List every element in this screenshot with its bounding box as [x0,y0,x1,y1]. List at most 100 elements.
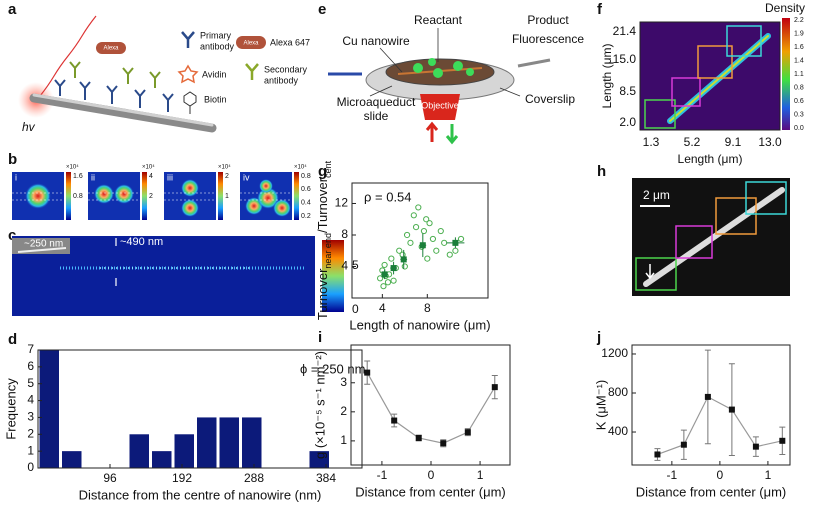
point [779,437,786,444]
point [391,417,398,424]
x-tick-label: 1 [477,468,484,482]
point [752,443,759,450]
colorbar-tick-label: 1 [225,193,229,200]
y-tick-label: 8.5 [619,84,636,98]
colorbar-tick-label: 1.9 [794,30,804,37]
point [420,227,428,235]
point [364,369,371,376]
point [491,384,498,391]
nanowire [643,187,785,287]
image-label: i [15,172,17,182]
x-tick-label: 5.2 [684,135,701,149]
colorbar [66,172,71,220]
y-axis-label-part: near end [323,233,333,269]
point [457,235,465,243]
point [704,393,711,400]
point [424,255,431,262]
y-tick-label: 7 [27,342,34,356]
light-wave [39,15,97,97]
x-axis-label: Distance from center (μm) [355,484,506,499]
colorbar-tick-label: 5 [352,258,359,272]
objective-label: Objective [421,100,459,110]
y-tick-label: 2 [340,404,347,418]
x-tick-label: 96 [103,471,117,485]
scale-bar-label: 2 μm [643,188,670,202]
roi-boxes [635,181,787,291]
axes-frame [351,182,489,299]
point [407,239,414,246]
axes-frame [350,344,511,466]
antibodies [54,61,174,112]
y-axis-label: Length (μm) [600,44,614,109]
colorbar [218,172,223,220]
panel-label: j [596,329,601,346]
primary-icon [181,31,195,48]
point [381,271,388,278]
point [410,212,417,219]
y-tick-label: 4 [341,259,348,273]
legend-text: antibody [264,75,299,85]
colorbar-tick-label: 0.2 [301,213,311,220]
panel-f: Density Length (μm) Length (μm) [600,1,805,166]
point [654,451,661,458]
x-tick-label: 1 [765,468,772,482]
avidin-icon [177,64,199,84]
spot [94,184,114,204]
point [426,220,433,227]
legend-text: Alexa 647 [270,37,310,47]
coverslip-label: Coverslip [525,92,575,106]
point [440,440,447,447]
colorbar-tick-label: 2 [149,193,153,200]
y-tick-label: 12 [335,196,349,210]
point [446,251,453,258]
panel-label: i [318,329,322,346]
panel-label: f [597,1,603,18]
colorbar-scale: ×10⁴ [294,164,307,171]
point [452,247,459,254]
point [381,261,388,269]
colorbar-tick-label: 0 [352,302,359,316]
bar [39,350,59,468]
colorbar-title: Density [765,1,805,15]
panel-label: c [8,227,16,244]
panel-a: Alexa hv Primary antibody Alexa Alexa 64… [18,15,310,134]
fluorescence-label: Fluorescence [512,32,584,46]
arrow [645,264,655,280]
colorbar-tick-label: 0.8 [301,173,311,180]
image-label: ii [91,172,95,182]
colorbar-tick-label: 1.1 [794,71,804,78]
panel-label: e [318,1,326,18]
bar [174,434,194,468]
x-tick-label: 4 [379,301,386,315]
colorbar-scale: ×10⁴ [66,164,79,171]
legend-text: Biotin [204,94,227,104]
y-axis-label: Frequency [3,378,18,440]
point [429,235,437,243]
bar [129,434,149,468]
colorbar-tick-label: 0.8 [794,84,804,91]
colorbar-scale: ×10⁴ [142,164,155,171]
legend-text: Secondary [264,64,308,74]
panel-label: g [318,163,327,180]
x-tick-label: 192 [172,471,192,485]
colorbar-tick-label: 1.4 [794,57,804,64]
nanowire-highlight [32,93,214,127]
y-tick-label: 2 [27,426,34,440]
point [388,255,395,262]
x-tick-label: 288 [244,471,264,485]
line [657,396,783,456]
colorbar-tick-label: 0.6 [794,98,804,105]
hv-label: hv [22,120,36,134]
point [400,256,407,263]
line [366,372,496,444]
x-tick-label: 8 [424,301,431,315]
colorbar-tick-label: 0.0 [794,125,804,132]
x-tick-label: 9.1 [725,135,742,149]
reactant-label: Reactant [414,13,463,27]
guide-lines [12,192,292,201]
colorbar [142,172,147,220]
panel-label: h [597,163,606,180]
legend-text: antibody [200,41,235,51]
y-axis-label: g (×10⁻⁵ s⁻¹ nm⁻²) [312,351,327,459]
